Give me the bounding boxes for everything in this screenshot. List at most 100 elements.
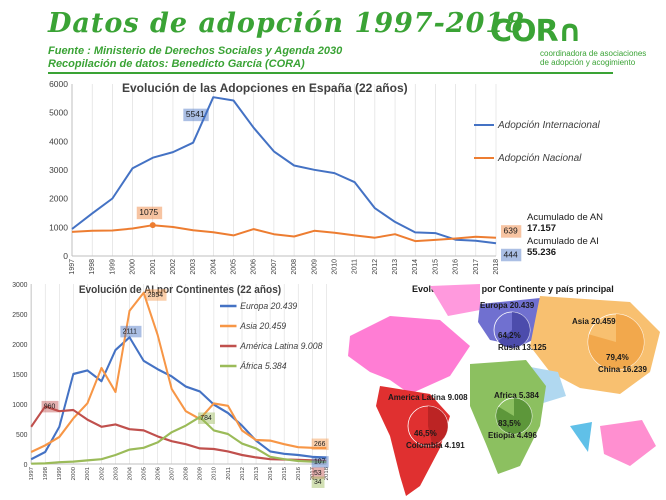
x-tick-label: 2016 (453, 259, 460, 275)
x-tick-label: 2017 (473, 259, 480, 275)
data-label: 266 (314, 439, 325, 448)
x-tick-label: 2018 (493, 259, 500, 275)
data-label: 960 (44, 401, 55, 410)
share-label: 79,4% (606, 353, 629, 362)
island-shape (570, 422, 592, 452)
country-label: Colombia 4.191 (406, 441, 465, 450)
x-tick-label: 2015 (432, 259, 439, 275)
x-tick-label: 2007 (271, 259, 278, 275)
series-line-3 (31, 415, 327, 465)
data-label-box (501, 225, 522, 238)
x-tick-label: 2008 (291, 259, 298, 275)
x-tick-label: 2009 (198, 467, 204, 480)
country-label: China 16.239 (598, 365, 647, 374)
legend-label: América Latina 9.008 (239, 341, 323, 351)
legend-label: Europa 20.439 (240, 301, 297, 311)
logo-tagline-2: de adopción y acogimiento (540, 58, 636, 67)
x-tick-label: 2012 (372, 259, 379, 275)
chart-title: Evolución de AI por Continentes (22 años… (79, 284, 281, 297)
highlight-point (149, 222, 156, 229)
x-tick-label: 2006 (251, 259, 258, 275)
y-tick-label: 3000 (12, 280, 27, 289)
data-label: 5541 (186, 109, 205, 119)
y-tick-label: 4000 (49, 136, 68, 146)
x-tick-label: 2011 (352, 259, 359, 274)
x-tick-label: 2000 (130, 259, 137, 275)
data-label-box (311, 476, 325, 488)
x-tick-label: 2001 (85, 467, 91, 480)
x-tick-label: 1998 (43, 467, 49, 480)
logo-wordmark: COR∩ (490, 14, 582, 49)
x-tick-label: 2003 (114, 467, 120, 480)
compiler-line: Recopilación de datos: Benedicto García … (48, 58, 305, 70)
map-title: Evolución de AI por Continente y país pr… (412, 284, 614, 294)
y-tick-label: 2000 (12, 340, 27, 349)
continent-label: Asia 20.459 (572, 317, 616, 326)
data-label: 639 (504, 226, 518, 236)
x-tick-label: 1999 (57, 467, 63, 480)
x-tick-label: 2014 (268, 466, 274, 480)
share-label: 46,5% (414, 429, 437, 438)
page-title: Datos de adopción 1997-2018 (48, 8, 525, 39)
y-tick-label: 2000 (49, 194, 68, 204)
y-tick-label: 500 (16, 430, 27, 439)
pie-slice (588, 313, 645, 370)
x-tick-label: 2010 (331, 259, 338, 275)
x-tick-label: 2013 (254, 467, 260, 480)
x-tick-label: 1997 (69, 259, 76, 275)
x-tick-label: 2016 (296, 467, 302, 480)
data-label: 1075 (139, 207, 158, 217)
y-tick-label: 6000 (49, 79, 68, 89)
x-tick-label: 2007 (170, 467, 176, 480)
data-label: 444 (504, 249, 518, 259)
data-label: 34 (314, 477, 322, 486)
pie-slice (495, 398, 532, 434)
data-label: 2854 (148, 289, 163, 298)
y-tick-label: 1000 (49, 222, 68, 232)
data-label-box (120, 325, 142, 338)
y-tick-label: 5000 (49, 108, 68, 118)
greenland-shape (430, 284, 480, 316)
data-label: 2111 (123, 326, 137, 335)
annotation-label: Acumulado de AI (527, 236, 599, 247)
legend-label: Adopción Internacional (497, 120, 601, 131)
y-tick-label: 0 (63, 251, 68, 261)
legend-label: Asia 20.459 (239, 321, 286, 331)
x-tick-label: 2013 (392, 259, 399, 275)
header: Datos de adopción 1997-2018 Fuente : Min… (0, 0, 666, 74)
series-line-1 (30, 291, 327, 454)
data-label-box (311, 456, 329, 468)
country-label: Etiopia 4.496 (488, 431, 537, 440)
cora-logo: COR∩ coordinadora de asociaciones de ado… (490, 14, 650, 68)
source-line: Fuente : Ministerio de Derechos Sociales… (48, 45, 343, 57)
chart-title: Evolución de las Adopciones en España (2… (122, 81, 408, 95)
data-label-box (198, 412, 215, 424)
x-tick-label: 2014 (412, 259, 419, 275)
data-label: 784 (200, 413, 211, 422)
continent-label: Europa 20.439 (480, 301, 535, 310)
north-america-shape (348, 316, 470, 394)
legend-label: África 5.384 (239, 361, 286, 371)
x-tick-label: 2002 (99, 467, 105, 480)
legend-label: Adopción Nacional (497, 153, 582, 164)
y-tick-label: 1500 (12, 370, 27, 379)
y-tick-label: 1000 (12, 400, 27, 409)
world-map-panel: Evolución de AI por Continente y país pr… (348, 284, 660, 496)
y-tick-label: 3000 (49, 165, 68, 175)
logo-tagline-1: coordinadora de asociaciones (540, 49, 647, 58)
annotation-value: 17.157 (527, 223, 556, 234)
series-line-1 (71, 224, 497, 243)
header-divider (48, 72, 613, 74)
data-label-box (311, 467, 325, 479)
x-tick-label: 2006 (156, 467, 162, 480)
country-label: Rusia 13.125 (498, 343, 547, 352)
x-tick-label: 2002 (170, 259, 177, 275)
data-label-box (501, 248, 522, 262)
x-tick-label: 2015 (282, 467, 288, 480)
oceania-shape (600, 420, 656, 466)
annotation-value: 55.236 (527, 247, 556, 258)
y-tick-label: 2500 (12, 310, 27, 319)
x-tick-label: 1999 (109, 259, 116, 275)
data-label-box (183, 108, 209, 122)
continent-label: America Latina 9.008 (388, 393, 468, 402)
